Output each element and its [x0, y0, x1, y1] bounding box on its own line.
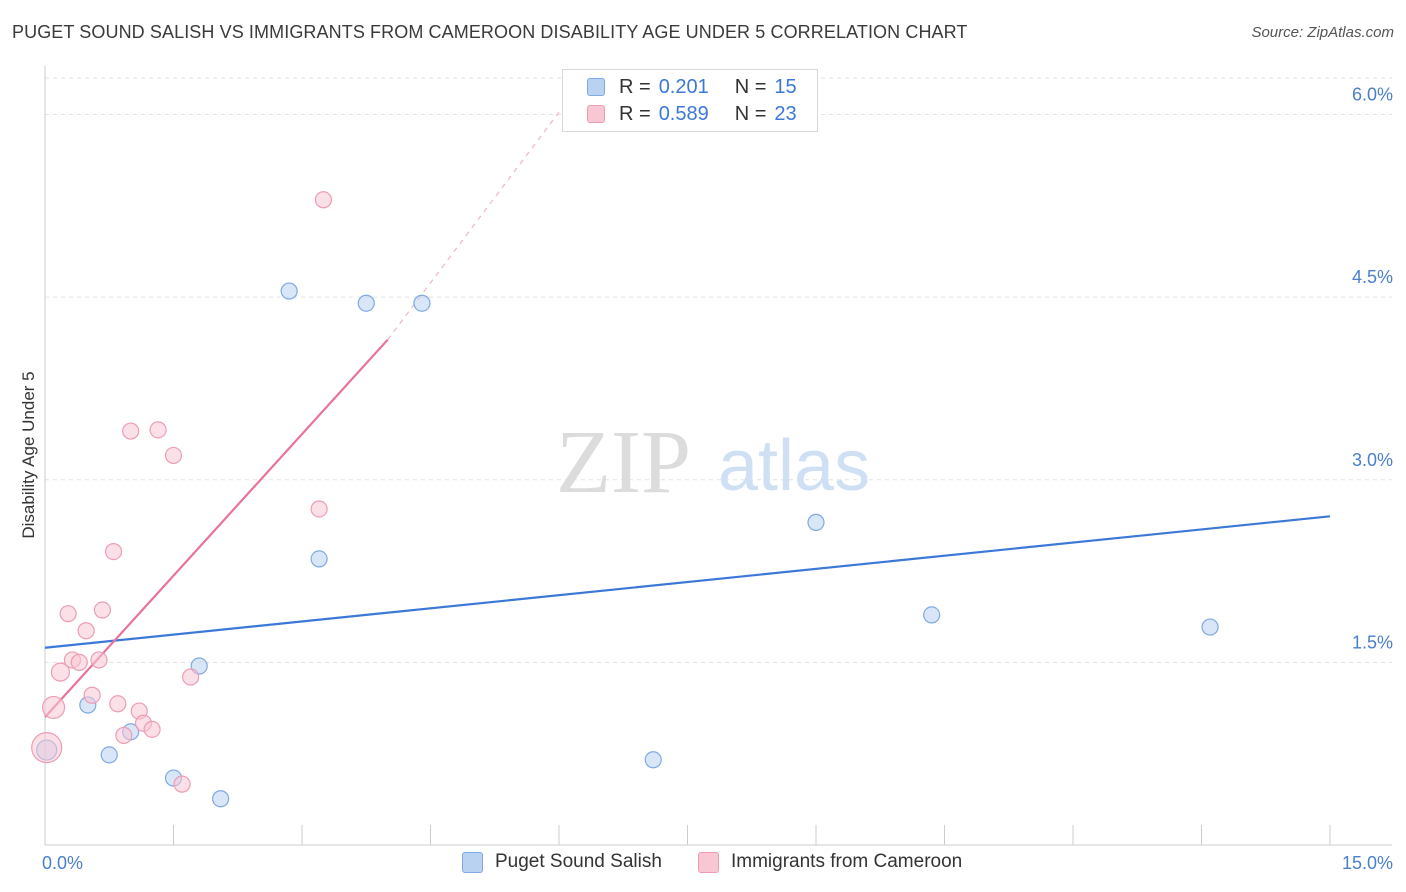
y-tick-label: 3.0% — [1352, 450, 1393, 470]
stats-row-cameroon: R = 0.589 N = 23 — [587, 101, 797, 127]
axis-labels: Disability Age Under 5 1.5% 3.0% 4.5% 6.0% 0… — [19, 85, 1393, 873]
r-value: 0.589 — [658, 102, 709, 125]
y-axis-title: Disability Age Under 5 — [19, 371, 38, 538]
r-label: R = — [619, 102, 651, 125]
point-cameroon-1 — [41, 695, 66, 720]
swatch-blue — [587, 78, 605, 96]
stats-legend: R = 0.201 N = 15 R = 0.589 N = 23 — [562, 69, 818, 132]
point-puget-6 — [212, 790, 230, 808]
point-cameroon-12 — [115, 726, 133, 745]
point-cameroon-13 — [122, 422, 140, 440]
point-puget-13 — [923, 606, 941, 624]
swatch-blue — [462, 851, 483, 873]
series-legend: Puget Sound Salish Immigrants from Camer… — [0, 851, 1406, 877]
point-puget-14 — [1201, 618, 1219, 636]
source-label: Source: ZipAtlas.com — [1251, 24, 1394, 41]
point-puget-9 — [357, 294, 375, 312]
legend-item-puget[interactable]: Puget Sound Salish — [462, 851, 662, 873]
point-cameroon-6 — [77, 622, 95, 640]
r-label: R = — [619, 75, 651, 98]
swatch-pink — [698, 851, 719, 873]
n-label: N = — [734, 75, 767, 98]
point-cameroon-3 — [59, 605, 77, 623]
point-cameroon-17 — [149, 421, 167, 439]
point-cameroon-19 — [173, 775, 191, 793]
trend-line-puget — [44, 515, 1331, 649]
x-tick-label-min: 0.0% — [42, 853, 83, 873]
legend-label-puget: Puget Sound Salish — [495, 851, 662, 872]
watermark-zip: ZIP — [556, 413, 691, 512]
n-value: 23 — [774, 102, 797, 125]
point-puget-11 — [644, 751, 662, 769]
point-cameroon-22 — [314, 191, 333, 209]
point-puget-12 — [807, 513, 825, 531]
stats-row-puget: R = 0.201 N = 15 — [587, 74, 797, 100]
point-cameroon-0 — [31, 732, 63, 764]
point-cameroon-7 — [83, 686, 101, 704]
y-tick-label: 1.5% — [1352, 632, 1393, 652]
point-cameroon-2 — [50, 662, 71, 682]
x-tick-label-max: 15.0% — [1342, 853, 1393, 873]
trend-lines — [44, 77, 1331, 718]
point-cameroon-20 — [182, 668, 200, 686]
watermark-atlas: atlas — [718, 426, 870, 506]
n-label: N = — [734, 102, 767, 125]
point-puget-8 — [310, 550, 328, 568]
point-cameroon-10 — [104, 542, 123, 561]
y-tick-label: 6.0% — [1352, 85, 1393, 105]
point-cameroon-5 — [70, 653, 88, 671]
point-puget-7 — [280, 282, 298, 300]
point-puget-10 — [413, 294, 431, 312]
point-cameroon-18 — [164, 446, 183, 465]
chart-title: PUGET SOUND SALISH VS IMMIGRANTS FROM CA… — [12, 22, 968, 42]
point-cameroon-21 — [310, 500, 328, 518]
point-cameroon-9 — [93, 601, 111, 619]
point-cameroon-11 — [109, 695, 127, 713]
y-tick-label: 4.5% — [1352, 267, 1393, 287]
r-value: 0.201 — [658, 75, 709, 98]
gridlines — [45, 77, 1392, 663]
watermark: ZIP atlas — [556, 413, 870, 512]
legend-label-cameroon: Immigrants from Cameroon — [731, 851, 963, 872]
legend-item-cameroon[interactable]: Immigrants from Cameroon — [698, 851, 962, 873]
point-cameroon-8 — [90, 651, 108, 669]
point-puget-2 — [100, 746, 118, 764]
point-cameroon-16 — [143, 720, 161, 738]
data-points — [31, 191, 1219, 808]
swatch-pink — [587, 105, 605, 123]
n-value: 15 — [774, 75, 797, 98]
